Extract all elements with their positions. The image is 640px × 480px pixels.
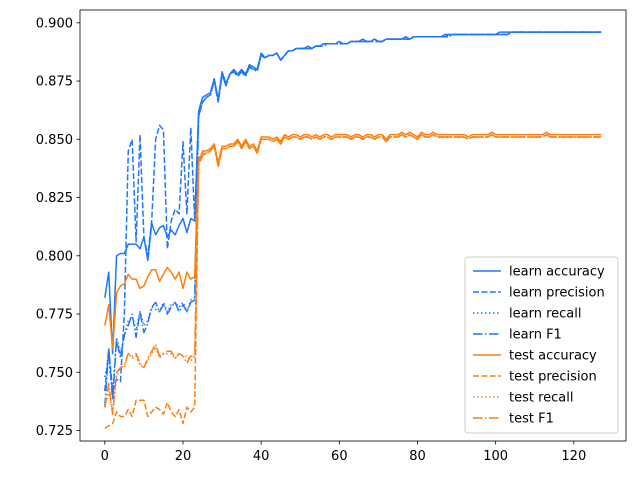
- legend-box: [464, 256, 619, 434]
- y-tick-label: 0.750: [36, 366, 73, 381]
- series-layer: [104, 31, 602, 429]
- x-tick-label: 120: [561, 449, 586, 464]
- x-tick-label: 100: [483, 449, 508, 464]
- axes-frame: [79, 9, 627, 442]
- legend-label-test-precision: test precision: [509, 370, 597, 385]
- series-line-learn-f1: [104, 31, 602, 408]
- y-tick-label: 0.825: [36, 191, 73, 206]
- legend-label-test-accuracy: test accuracy: [509, 349, 597, 364]
- x-tick-label: 0: [101, 449, 109, 464]
- legend-label-learn-f1: learn F1: [509, 328, 562, 343]
- x-tick-label: 60: [331, 449, 348, 464]
- legend-label-test-f1: test F1: [509, 412, 554, 427]
- y-tick-label: 0.725: [36, 424, 73, 439]
- ticks-layer: 0 20 40 60 80 100 120 0.725 0.750 0.775 0.800 0.825…: [36, 16, 586, 464]
- series-line-test-accuracy: [104, 131, 602, 350]
- legend-label-learn-precision: learn precision: [509, 286, 605, 301]
- y-tick-label: 0.900: [36, 16, 73, 31]
- series-line-test-recall: [104, 133, 602, 413]
- y-tick-label: 0.850: [36, 133, 73, 148]
- legend-label-learn-accuracy: learn accuracy: [509, 265, 605, 280]
- y-tick-label: 0.800: [36, 249, 73, 264]
- y-tick-label: 0.775: [36, 308, 73, 323]
- y-tick-label: 0.875: [36, 75, 73, 90]
- legend: learn accuracy learn precision learn recal…: [464, 256, 619, 434]
- x-tick-label: 80: [409, 449, 426, 464]
- legend-label-learn-recall: learn recall: [509, 307, 581, 322]
- legend-label-test-recall: test recall: [509, 391, 574, 406]
- series-line-test-f1: [104, 133, 602, 415]
- x-tick-label: 20: [175, 449, 192, 464]
- x-tick-label: 40: [253, 449, 270, 464]
